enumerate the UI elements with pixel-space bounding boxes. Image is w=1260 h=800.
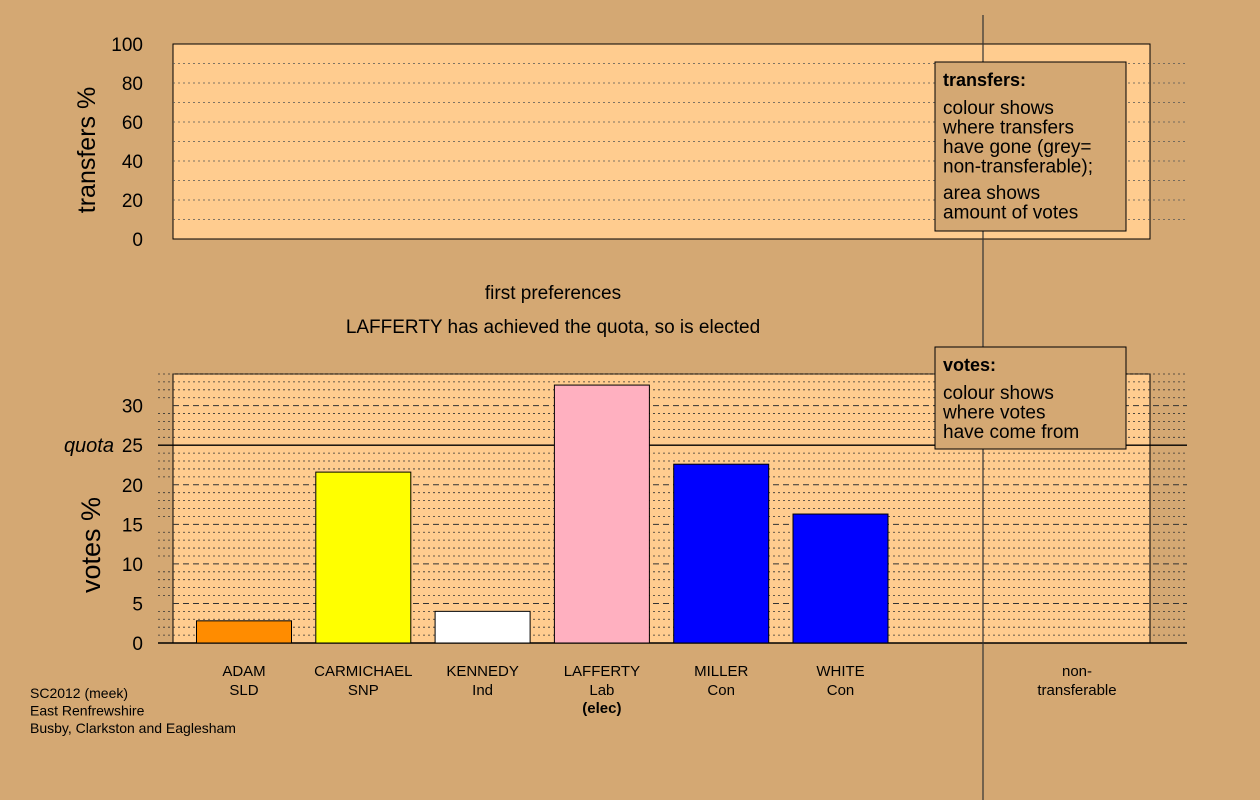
transfers-y-tick-label: 60 <box>122 113 143 134</box>
bar-carmichael <box>315 471 412 644</box>
candidate-name-label: ADAM <box>222 663 265 680</box>
transfers-y-tick-label: 40 <box>122 152 143 173</box>
footer-line: SC2012 (meek) <box>30 685 128 701</box>
bar-adam <box>196 620 292 644</box>
transfers-legend-text: have gone (grey= <box>943 137 1091 158</box>
votes-y-tick-label: 5 <box>132 594 143 615</box>
candidate-party-label: Lab <box>589 682 614 699</box>
transfers-legend-box <box>934 61 1127 232</box>
votes-y-tick-label: 20 <box>122 476 143 497</box>
transfers-y-tick-label: 80 <box>122 74 143 95</box>
transfers-y-tick-label: 0 <box>132 230 143 251</box>
transfers-y-axis-label: transfers % <box>73 87 101 213</box>
bar-white <box>792 513 889 644</box>
bar-lafferty <box>553 384 650 644</box>
candidate-name-label: KENNEDY <box>446 663 519 680</box>
votes-y-tick-label: 10 <box>122 555 143 576</box>
candidate-name-label: LAFFERTY <box>564 663 640 680</box>
votes-legend-text: where votes <box>942 403 1045 424</box>
transfers-legend-text: non-transferable); <box>943 157 1093 178</box>
candidate-party-label: SNP <box>348 682 379 699</box>
quota-label: quota <box>64 435 114 457</box>
bar-kennedy <box>434 610 531 644</box>
candidate-party-label: SLD <box>229 682 258 699</box>
transfers-legend-text: colour shows <box>943 98 1054 119</box>
transfers-legend-text: where transfers <box>942 118 1074 139</box>
votes-y-tick-label: 15 <box>122 515 143 536</box>
transfers-legend-text: area shows <box>943 183 1040 204</box>
votes-y-tick-label: 30 <box>122 397 143 418</box>
candidate-name-label: MILLER <box>694 663 748 680</box>
elected-note: (elec) <box>582 700 621 717</box>
transfers-y-tick-label: 20 <box>122 191 143 212</box>
candidate-party-label: Con <box>827 682 855 699</box>
candidate-name-label: WHITE <box>816 663 864 680</box>
votes-legend-text: colour shows <box>943 383 1054 404</box>
votes-legend-box <box>934 346 1127 450</box>
transfers-legend-text: amount of votes <box>943 203 1078 224</box>
candidate-party-label: Ind <box>472 682 493 699</box>
votes-y-axis-label: votes % <box>76 497 106 593</box>
votes-legend-title: votes: <box>943 355 996 375</box>
votes-y-tick-label: 0 <box>132 634 143 655</box>
nontransferable-label: transferable <box>1037 682 1116 699</box>
stage-title: first preferences <box>485 283 621 304</box>
transfers-legend-title: transfers: <box>943 70 1026 90</box>
votes-y-tick-label: 25 <box>122 436 143 457</box>
candidate-party-label: Con <box>707 682 735 699</box>
nontransferable-label: non- <box>1062 663 1092 680</box>
footer-line: East Renfrewshire <box>30 703 145 719</box>
candidate-name-label: CARMICHAEL <box>314 663 412 680</box>
votes-legend-text: have come from <box>943 422 1079 443</box>
bar-miller <box>673 463 770 644</box>
stage-subtitle: LAFFERTY has achieved the quota, so is e… <box>346 317 760 338</box>
transfers-y-tick-label: 100 <box>111 35 143 56</box>
footer-line: Busby, Clarkston and Eaglesham <box>30 720 236 736</box>
